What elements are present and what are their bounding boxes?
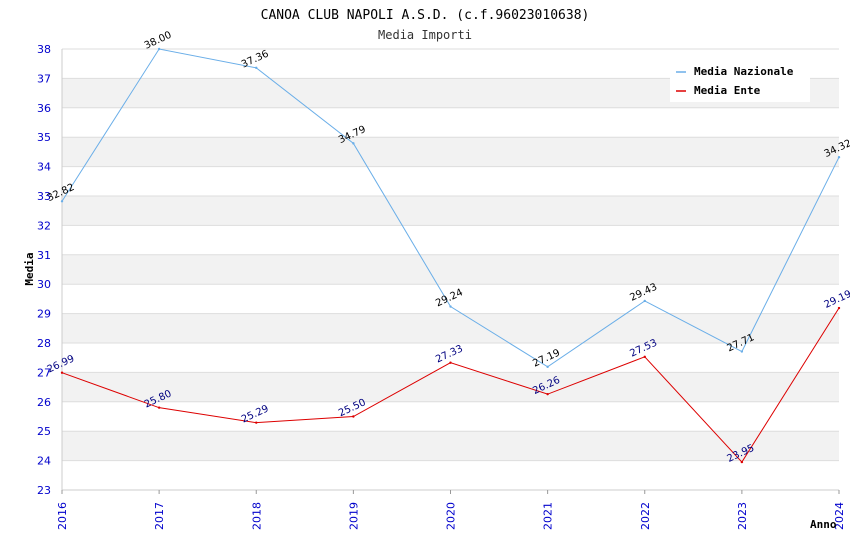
x-tick-label: 2019 <box>347 502 360 530</box>
x-tick-label: 2018 <box>250 502 263 530</box>
data-point <box>837 155 841 159</box>
y-axis-ticks: 23 24 25 26 27 28 29 30 31 32 33 34 35 36 37 38 <box>37 43 51 497</box>
legend-box <box>670 60 810 102</box>
x-tick-label: 2021 <box>542 502 555 530</box>
data-point <box>60 371 64 374</box>
grid-band <box>62 196 839 226</box>
x-tick-label: 2020 <box>445 502 458 530</box>
grid-band <box>62 166 839 196</box>
grid-band <box>62 460 839 490</box>
data-point <box>352 415 355 418</box>
chart-title: CANOA CLUB NAPOLI A.S.D. (c.f.9602301063… <box>261 8 590 23</box>
grid-band <box>62 372 839 402</box>
grid-bands <box>62 49 839 490</box>
x-tick-label: 2024 <box>833 502 846 530</box>
x-axis-ticks: 2016 2017 2018 2019 2020 2021 2022 2023 2024 <box>56 490 846 530</box>
x-tick-label: 2022 <box>639 502 652 530</box>
y-tick-label: 28 <box>37 337 51 350</box>
y-tick-label: 34 <box>37 161 51 174</box>
x-tick-label: 2023 <box>736 502 749 530</box>
y-tick-label: 30 <box>37 278 51 291</box>
y-tick-label: 29 <box>37 308 51 321</box>
y-tick-label: 31 <box>37 249 51 262</box>
data-point <box>449 305 452 308</box>
grid-band <box>62 284 839 314</box>
data-point <box>255 66 258 70</box>
data-point <box>740 460 744 464</box>
data-point <box>157 47 161 51</box>
data-point <box>546 365 549 369</box>
data-point <box>643 355 646 359</box>
legend: Media Nazionale Media Ente <box>670 60 810 102</box>
y-axis-label: Media <box>23 252 36 285</box>
data-point <box>546 392 549 396</box>
grid-band <box>62 254 839 285</box>
y-tick-label: 37 <box>37 72 51 85</box>
y-tick-label: 32 <box>37 219 51 232</box>
grid-band <box>62 137 839 167</box>
y-tick-label: 25 <box>37 425 51 438</box>
data-point <box>449 361 452 364</box>
legend-label-media-nazionale: Media Nazionale <box>694 65 794 78</box>
data-point <box>60 200 64 203</box>
grid-band <box>62 225 839 255</box>
y-tick-label: 27 <box>37 366 51 379</box>
data-point <box>157 406 161 409</box>
data-point <box>255 421 258 424</box>
y-tick-label: 38 <box>37 43 51 56</box>
data-point <box>352 142 355 145</box>
x-axis-label: Anno <box>810 518 837 531</box>
y-tick-label: 24 <box>37 455 51 468</box>
data-point <box>643 299 646 303</box>
grid-band <box>62 313 839 343</box>
y-tick-label: 35 <box>37 131 51 144</box>
data-point <box>837 306 841 310</box>
grid-band <box>62 401 839 432</box>
legend-label-media-ente: Media Ente <box>694 84 761 97</box>
x-tick-label: 2017 <box>153 502 166 530</box>
y-tick-label: 23 <box>37 484 51 497</box>
y-tick-label: 26 <box>37 396 51 409</box>
x-tick-label: 2016 <box>56 502 69 530</box>
chart-subtitle: Media Importi <box>378 28 472 42</box>
y-tick-label: 33 <box>37 190 51 203</box>
data-point <box>740 350 744 353</box>
grid-band <box>62 343 839 373</box>
grid-band <box>62 107 839 138</box>
y-tick-label: 36 <box>37 102 51 115</box>
grid-band <box>62 431 839 461</box>
